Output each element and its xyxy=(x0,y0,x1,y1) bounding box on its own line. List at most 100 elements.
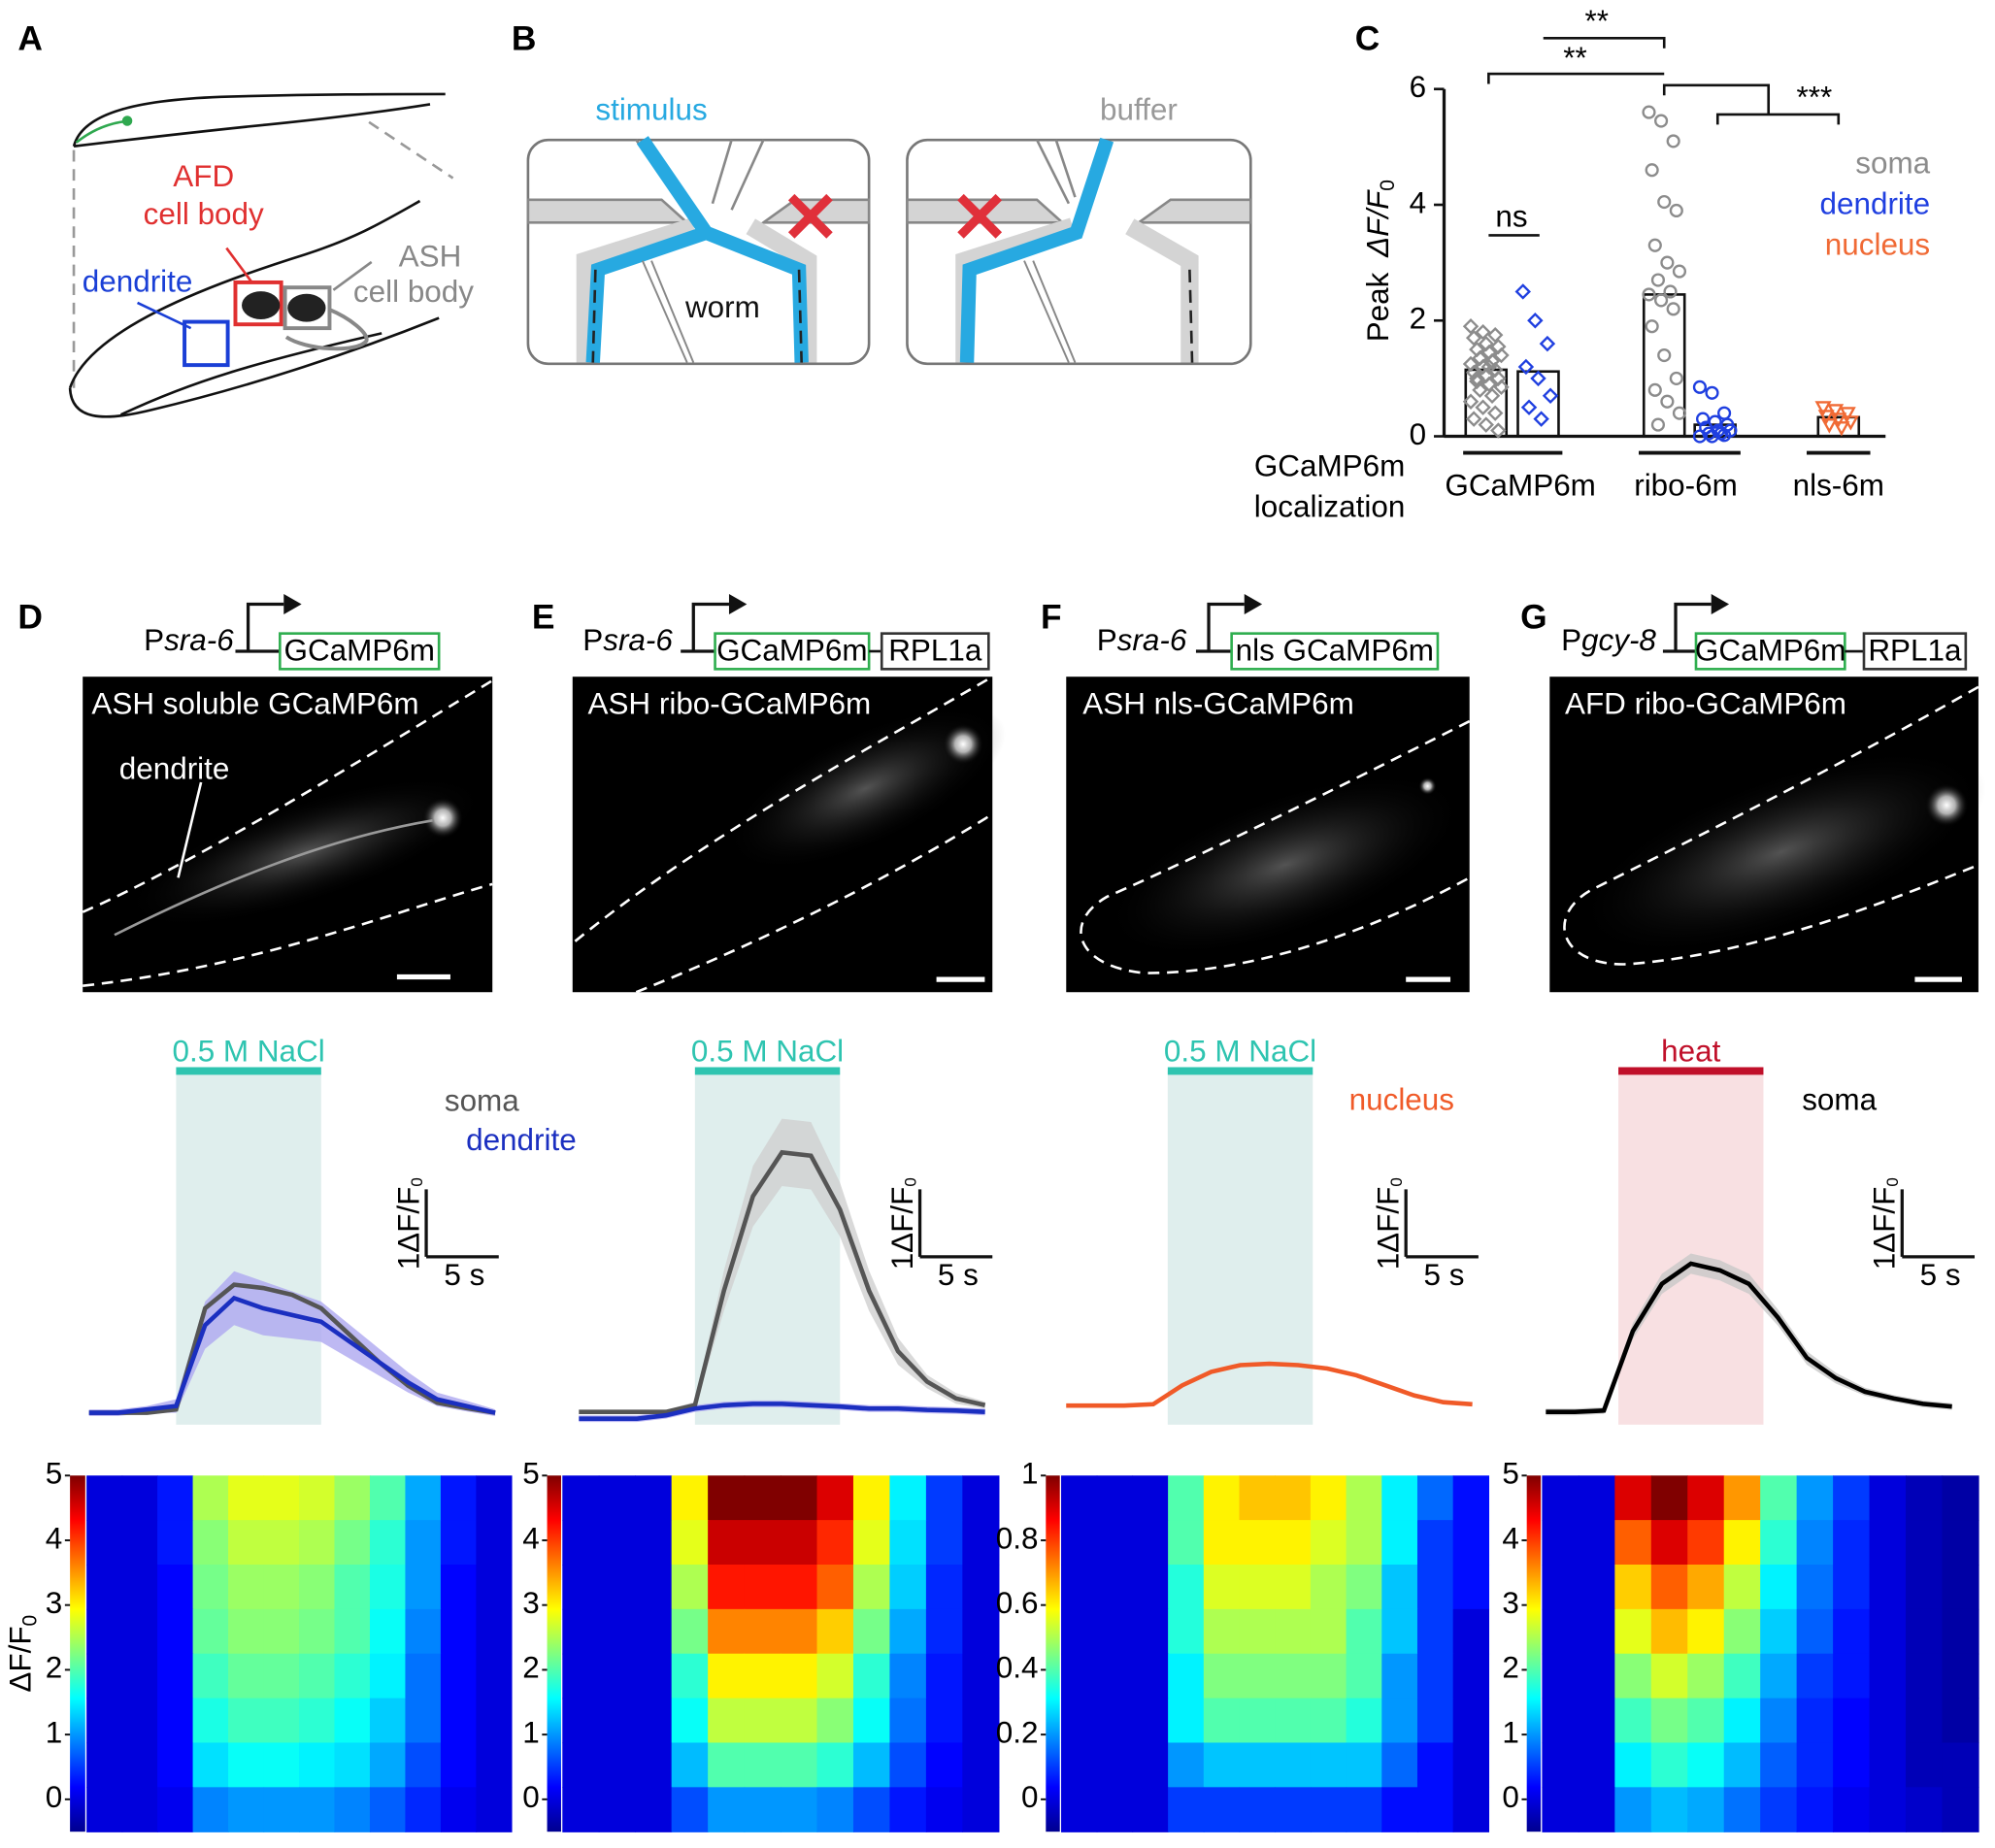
heatmap-cell xyxy=(852,1698,891,1744)
scale-bar-y-text: 1ΔF/F xyxy=(392,1187,426,1270)
stimulus-label: 0.5 M NaCl xyxy=(172,1034,324,1068)
heatmap-cell xyxy=(1132,1653,1169,1700)
heatmap-cell xyxy=(192,1608,229,1655)
colorbar-tick-label: 0 xyxy=(46,1780,62,1814)
heatmap-cell xyxy=(1239,1653,1276,1700)
heatmap-cell xyxy=(476,1520,513,1566)
construct-box xyxy=(880,632,990,671)
heatmap-cell xyxy=(334,1564,371,1610)
worm-label: worm xyxy=(684,290,760,324)
heatmap-cell xyxy=(1096,1787,1134,1832)
heatmap-cell xyxy=(228,1698,265,1744)
data-point xyxy=(1654,114,1669,128)
heatmap-cell xyxy=(562,1787,600,1832)
heatmap-cell xyxy=(562,1475,600,1521)
heatmap-cell xyxy=(816,1475,854,1521)
heatmap-cell xyxy=(1760,1564,1798,1610)
heatmap-cell xyxy=(889,1520,927,1566)
heatmap-cell xyxy=(1650,1698,1688,1744)
heatmap-cell xyxy=(744,1564,781,1610)
arrow-head xyxy=(1244,594,1263,614)
scale-bar-y-text: 1ΔF/F xyxy=(1868,1187,1902,1270)
heatmap-cell xyxy=(1239,1742,1276,1788)
heatmap-cell xyxy=(1796,1653,1834,1700)
heatmap-cell xyxy=(1796,1787,1834,1832)
heatmap-cell xyxy=(1381,1564,1418,1610)
legend-label: dendrite xyxy=(466,1123,577,1157)
heatmap-cell xyxy=(1578,1787,1615,1832)
heatmap-cell xyxy=(263,1608,300,1655)
data-point xyxy=(1493,346,1510,364)
heatmap-cell xyxy=(192,1653,229,1700)
heatmap-cell xyxy=(781,1608,818,1655)
heatmap-cell xyxy=(925,1653,964,1700)
colorbar-tick-label: 1 xyxy=(1502,1715,1518,1749)
heatmap-cell xyxy=(334,1742,371,1788)
heatmap-cell xyxy=(1452,1742,1490,1788)
heatmap-cell xyxy=(1869,1520,1907,1566)
heatmap-cell xyxy=(1096,1520,1134,1566)
promoter-name: gcy-8 xyxy=(1581,623,1656,657)
x-tick-label: ribo-6m xyxy=(1634,468,1738,502)
data-point xyxy=(1666,134,1680,148)
heatmap-cell xyxy=(1833,1608,1871,1655)
heatmap-cell xyxy=(86,1742,123,1788)
trace-line xyxy=(579,1402,985,1421)
bar xyxy=(1642,293,1686,438)
data-point xyxy=(1660,255,1675,270)
colorbar-tick-label: 3 xyxy=(46,1586,62,1620)
colorbar xyxy=(547,1475,561,1832)
heatmap-cell xyxy=(369,1653,407,1700)
heatmap-cell xyxy=(405,1520,442,1566)
heatmap-cell xyxy=(1275,1520,1312,1566)
data-point xyxy=(1669,203,1683,218)
heatmap-cell xyxy=(635,1653,673,1700)
heatmap-cell xyxy=(671,1564,709,1610)
heatmap-cell xyxy=(1869,1608,1907,1655)
heatmap-cell xyxy=(1542,1564,1579,1610)
heatmap-cell xyxy=(1542,1653,1579,1700)
heatmap-cell xyxy=(1578,1653,1615,1700)
significance-label: ns xyxy=(1495,200,1527,234)
colorbar xyxy=(70,1475,85,1832)
x-axis-label: GCaMP6m xyxy=(1254,449,1405,483)
colorbar-tick-label: 0 xyxy=(522,1780,539,1814)
data-point xyxy=(1645,163,1659,178)
heatmap-cell xyxy=(1061,1653,1098,1700)
heatmap-cell xyxy=(1452,1475,1490,1521)
heatmap-cell xyxy=(476,1787,513,1832)
heatmap-cell xyxy=(1942,1653,1979,1700)
heatmap-cell xyxy=(228,1564,265,1610)
legend-label: soma xyxy=(445,1084,519,1118)
heatmap-cell xyxy=(1310,1653,1347,1700)
scale-bar-y-text: 1ΔF/F xyxy=(1372,1187,1406,1270)
heatmap-cell xyxy=(1614,1520,1652,1566)
heatmap-cell xyxy=(1346,1653,1382,1700)
construct-label: RPL1a xyxy=(1868,634,1962,668)
worm-diagram xyxy=(68,92,454,418)
heatmap-cell xyxy=(299,1653,336,1700)
heatmap-cell xyxy=(1416,1653,1454,1700)
data-point xyxy=(1480,376,1498,393)
heatmap-cell xyxy=(562,1564,600,1610)
heatmap-cell xyxy=(1942,1608,1979,1655)
heatmap-cell xyxy=(86,1475,123,1521)
heatmap-cell xyxy=(1452,1608,1490,1655)
microfluidic-chip xyxy=(526,136,1252,366)
heatmap-cell xyxy=(1203,1520,1241,1566)
heatmap-cell xyxy=(1452,1520,1490,1566)
data-point xyxy=(1647,238,1662,252)
heatmap-cell xyxy=(369,1698,407,1744)
data-point xyxy=(1657,194,1672,210)
heatmap-cell xyxy=(1796,1608,1834,1655)
heatmap-cell xyxy=(1906,1698,1944,1744)
heatmap-cell xyxy=(852,1608,891,1655)
data-point xyxy=(1657,347,1672,363)
colorbar-tick-label: 3 xyxy=(522,1586,539,1620)
heatmap-cell xyxy=(1650,1608,1688,1655)
arrow-head xyxy=(1711,594,1730,614)
data-point xyxy=(1462,318,1480,335)
heatmap-cell xyxy=(1906,1475,1944,1521)
legend-label: nucleus xyxy=(1825,228,1930,262)
y-label-word: Peak xyxy=(1361,272,1395,342)
